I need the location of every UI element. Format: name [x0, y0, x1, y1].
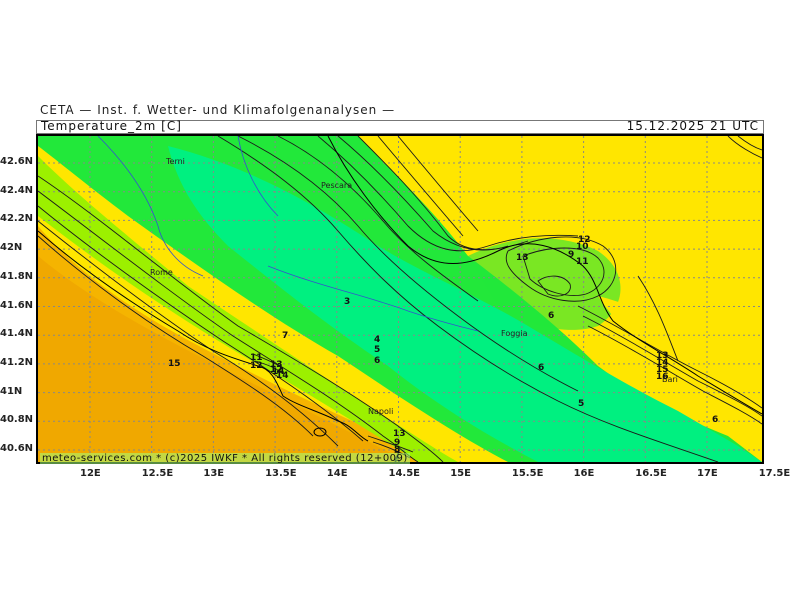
contour-label: 5: [374, 345, 380, 355]
temperature-map: Terni Pescara Rome Foggia Napoli Bari 3 …: [36, 134, 764, 464]
lat-tick-label: 42.4N: [0, 184, 34, 196]
contour-label: 14: [656, 358, 669, 368]
lon-tick-label: 12.5E: [141, 468, 174, 479]
contour-label: 7: [282, 331, 288, 341]
lat-tick-label: 40.8N: [0, 414, 34, 426]
contour-label: 8: [394, 445, 400, 455]
contour-label: 12: [250, 361, 263, 371]
contour-label: 6: [538, 363, 544, 373]
contour-label: 13: [656, 351, 669, 361]
lon-tick-label: 15.5E: [511, 468, 544, 479]
contour-label: 9: [568, 250, 574, 260]
isotherm-lines: [38, 136, 762, 462]
title-bar: Temperature_2m [C] 15.12.2025 21 UTC: [36, 119, 764, 134]
lon-tick-label: 14E: [326, 468, 348, 479]
contour-label: 10: [576, 242, 589, 252]
contour-label: 4: [374, 335, 380, 345]
lon-tick-label: 16.5E: [635, 468, 667, 479]
lat-tick-label: 40.6N: [0, 443, 34, 454]
city-rome: Rome: [150, 268, 173, 277]
contour-label: 16: [656, 372, 669, 382]
contour-label: 12: [578, 235, 591, 245]
contour-label: 5: [578, 399, 584, 409]
contour-label: 11: [576, 257, 589, 267]
lon-tick-label: 13E: [203, 468, 225, 479]
contour-label: 6: [712, 415, 718, 425]
field-title: Temperature_2m [C]: [41, 119, 182, 133]
lat-tick-label: 41.6N: [0, 299, 34, 311]
regional-borders: [97, 136, 479, 332]
lon-tick-label: 13.5E: [265, 468, 297, 479]
contour-label: 3: [344, 297, 350, 307]
lat-lon-grid: [38, 136, 762, 462]
city-foggia: Foggia: [501, 329, 528, 338]
city-terni: Terni: [165, 157, 185, 166]
contour-label: 14: [276, 371, 289, 381]
lat-tick-label: 41.4N: [0, 328, 34, 340]
copyright-footer: meteo-services.com * (c)2025 IWKF * All …: [40, 453, 410, 464]
city-pescara: Pescara: [321, 181, 352, 190]
lat-tick-label: 42N: [0, 242, 23, 254]
lat-tick-label: 41.2N: [0, 356, 34, 368]
contour-label: 6: [374, 356, 380, 366]
institute-header: CETA — Inst. f. Wetter- und Klimafolgena…: [40, 103, 396, 117]
contour-label: 13: [393, 429, 406, 439]
contour-label: 14: [272, 367, 285, 377]
contour-label: 11: [250, 353, 263, 363]
lat-tick-label: 42.6N: [0, 156, 34, 167]
contour-label: 15: [656, 365, 669, 375]
contour-label: 13: [270, 360, 283, 370]
contour-label: 15: [168, 359, 181, 369]
lon-tick-label: 15E: [450, 468, 471, 479]
lat-tick-label: 41.8N: [0, 270, 34, 282]
contour-label: 9: [394, 438, 400, 448]
lon-tick-label: 16E: [573, 468, 595, 479]
lon-tick-label: 17E: [697, 468, 718, 479]
valid-time: 15.12.2025 21 UTC: [626, 119, 759, 133]
contour-label: 13: [516, 253, 529, 263]
city-bari: Bari: [662, 375, 678, 384]
lon-tick-label: 17.5E: [758, 468, 791, 479]
coastline: [38, 136, 762, 442]
lon-tick-label: 12E: [80, 468, 101, 479]
contour-label: 12: [270, 365, 283, 375]
lat-tick-label: 41N: [0, 385, 23, 397]
contour-label: 6: [548, 311, 554, 321]
apennines-core: [168, 146, 762, 462]
city-napoli: Napoli: [368, 407, 393, 416]
lon-tick-label: 14.5E: [388, 468, 421, 479]
lat-tick-label: 42.2N: [0, 213, 34, 225]
